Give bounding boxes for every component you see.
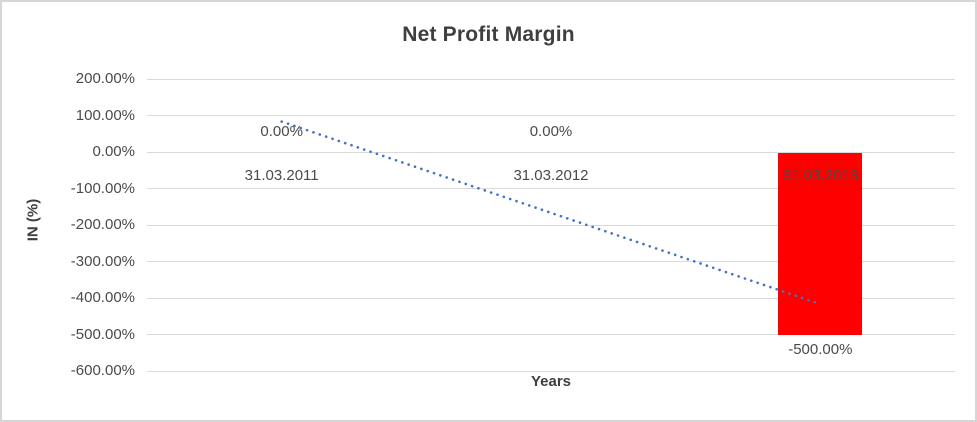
category-label: 31.03.2012 — [513, 167, 589, 184]
trendline — [280, 120, 822, 306]
category-label: 31.03.2011 — [244, 167, 319, 184]
chart-title: Net Profit Margin — [402, 23, 575, 46]
gridline — [147, 334, 955, 335]
y-tick-label: -400.00% — [70, 289, 135, 306]
gridline — [147, 261, 955, 262]
y-tick-label: -100.00% — [70, 179, 135, 197]
data-label: 0.00% — [260, 123, 303, 140]
x-axis-title: Years — [530, 373, 572, 390]
gridline — [147, 115, 955, 116]
bar-31.03.2013 — [778, 153, 863, 335]
y-tick-label: -300.00% — [70, 252, 135, 270]
gridline — [147, 78, 955, 80]
gridline — [147, 188, 955, 189]
gridline — [147, 224, 955, 226]
gridline — [147, 151, 955, 153]
category-label: 31.03.2013 — [782, 167, 858, 184]
y-tick-label: -200.00% — [70, 216, 135, 233]
y-tick-label: -600.00% — [70, 362, 135, 379]
gridline — [147, 297, 955, 299]
y-tick-label: -500.00% — [70, 325, 135, 343]
data-label: -500.00% — [788, 340, 853, 358]
y-tick-label: 0.00% — [92, 143, 135, 160]
data-label: 0.00% — [529, 123, 573, 140]
y-tick-label: 100.00% — [75, 106, 135, 124]
gridline — [147, 370, 955, 372]
y-tick-label: 200.00% — [75, 70, 135, 87]
